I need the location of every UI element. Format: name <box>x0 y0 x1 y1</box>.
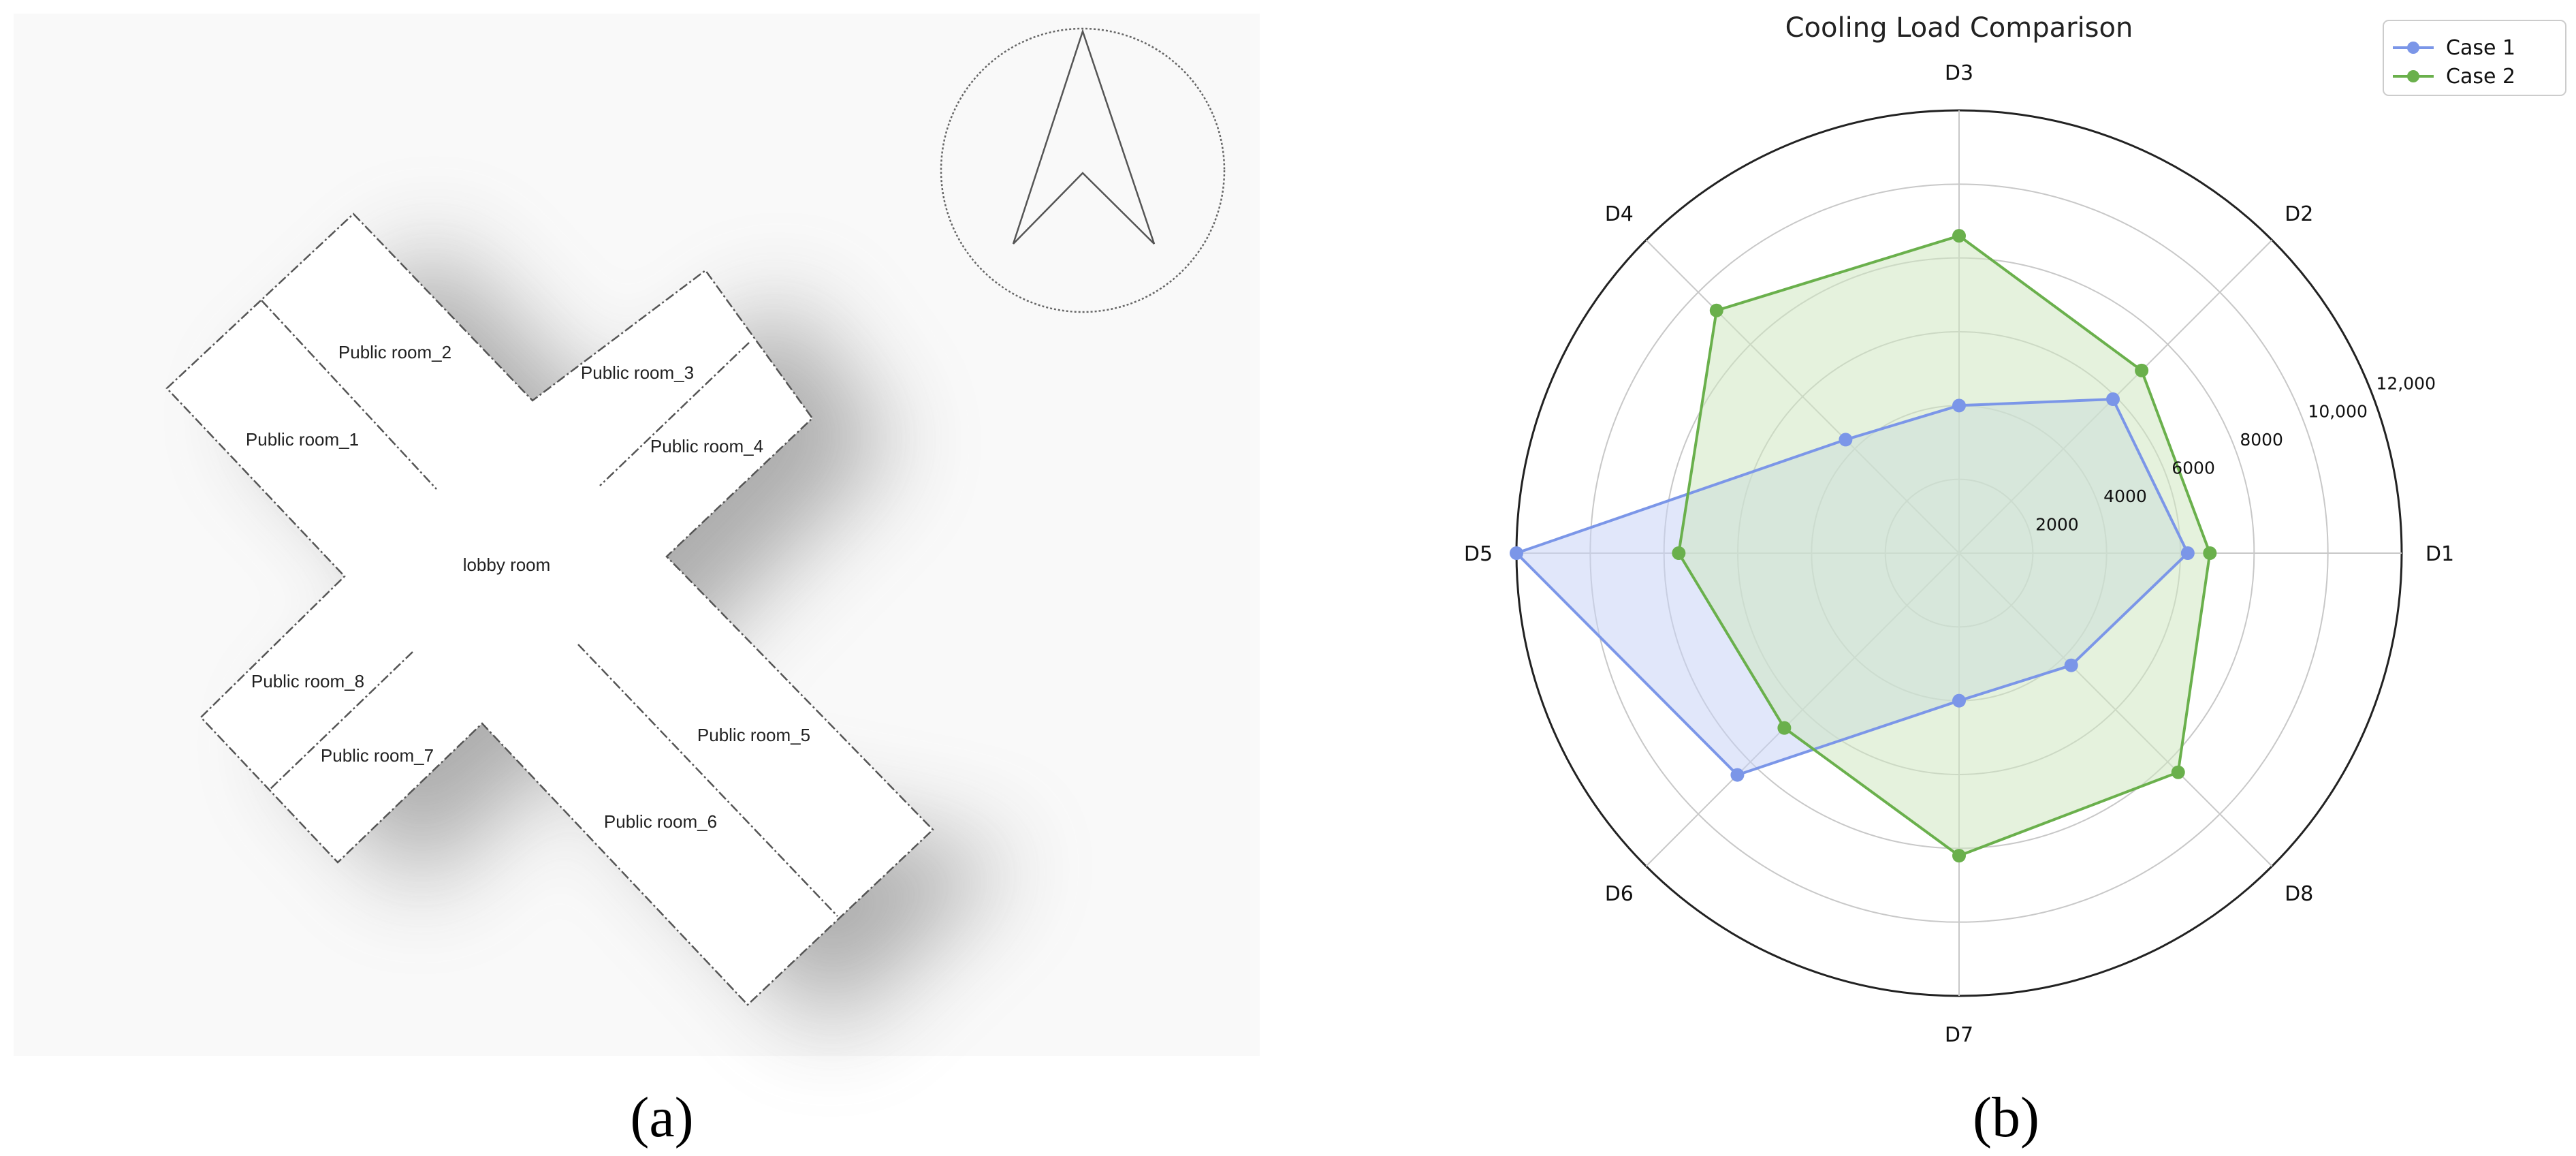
r-tick-label: 10,000 <box>2308 402 2367 422</box>
panel-label-a: (a) <box>630 1086 693 1149</box>
partition-room3-room4 <box>599 342 750 486</box>
legend-label: Case 2 <box>2446 65 2515 89</box>
radar-chart: Cooling Load Comparison D1 D2 D3 D4 D5 D6 D7 D8… <box>1464 12 2454 1047</box>
partition-room5-room6 <box>577 644 838 917</box>
data-point <box>1952 849 1966 863</box>
data-point <box>1777 721 1792 735</box>
room-label-public-room-6: Public room_6 <box>604 811 717 832</box>
legend-marker <box>2407 42 2419 54</box>
room-label-public-room-4: Public room_4 <box>650 436 763 456</box>
radar-tick-labels: 2000 4000 6000 8000 10,000 12,000 <box>2035 373 2436 534</box>
floor-plan: Public room_2 Public room_1 Public room_… <box>14 14 1260 1056</box>
data-point <box>1952 399 1966 413</box>
category-label: D1 <box>2426 542 2454 566</box>
data-point <box>2171 765 2185 779</box>
data-point <box>2064 658 2078 672</box>
data-point <box>1730 768 1745 782</box>
data-point <box>2203 546 2217 560</box>
chart-legend: Case 1 Case 2 <box>2383 20 2566 96</box>
radar-axis-labels: D1 D2 D3 D4 D5 D6 D7 D8 <box>1464 61 2454 1047</box>
room-label-public-room-7: Public room_7 <box>321 745 434 766</box>
r-tick-label: 4000 <box>2103 486 2147 506</box>
data-point <box>1952 693 1966 708</box>
room-label-public-room-1: Public room_1 <box>246 429 359 450</box>
category-label: D7 <box>1945 1023 1973 1047</box>
data-point <box>1510 546 1523 560</box>
room-label-lobby-room: lobby room <box>463 554 551 575</box>
r-tick-label: 2000 <box>2035 515 2079 535</box>
panel-label-b: (b) <box>1973 1086 2039 1149</box>
r-tick-label: 8000 <box>2240 430 2283 450</box>
category-label: D4 <box>1605 202 1634 226</box>
compass-arrow <box>1012 29 1156 245</box>
room-label-public-room-2: Public room_2 <box>338 342 451 362</box>
data-point <box>1709 303 1723 317</box>
compass-circle <box>940 27 1226 313</box>
room-label-public-room-8: Public room_8 <box>251 671 364 691</box>
legend-label: Case 1 <box>2446 36 2515 60</box>
category-label: D6 <box>1605 882 1634 906</box>
room-partitions <box>261 300 838 917</box>
r-tick-label: 6000 <box>2172 458 2215 478</box>
data-point <box>1672 546 1686 560</box>
data-point <box>1952 229 1966 243</box>
category-label: D2 <box>2285 202 2313 226</box>
data-point <box>1839 433 1853 447</box>
data-point <box>2135 363 2149 377</box>
radar-series <box>1510 229 2217 863</box>
category-label: D5 <box>1464 542 1493 566</box>
series-area-2 <box>1679 236 2210 856</box>
building-outline <box>165 213 934 1006</box>
legend-marker <box>2407 70 2419 82</box>
chart-title: Cooling Load Comparison <box>1785 12 2133 44</box>
r-tick-label: 12,000 <box>2376 373 2436 393</box>
room-label-public-room-3: Public room_3 <box>581 362 694 383</box>
north-arrow-icon <box>940 27 1226 313</box>
data-point <box>2180 546 2195 560</box>
partition-room7-room8 <box>268 651 413 791</box>
partition-room1-room2 <box>261 300 437 490</box>
category-label: D3 <box>1945 61 1973 85</box>
room-label-public-room-5: Public room_5 <box>697 725 810 745</box>
data-point <box>2105 392 2120 407</box>
category-label: D8 <box>2285 882 2313 906</box>
